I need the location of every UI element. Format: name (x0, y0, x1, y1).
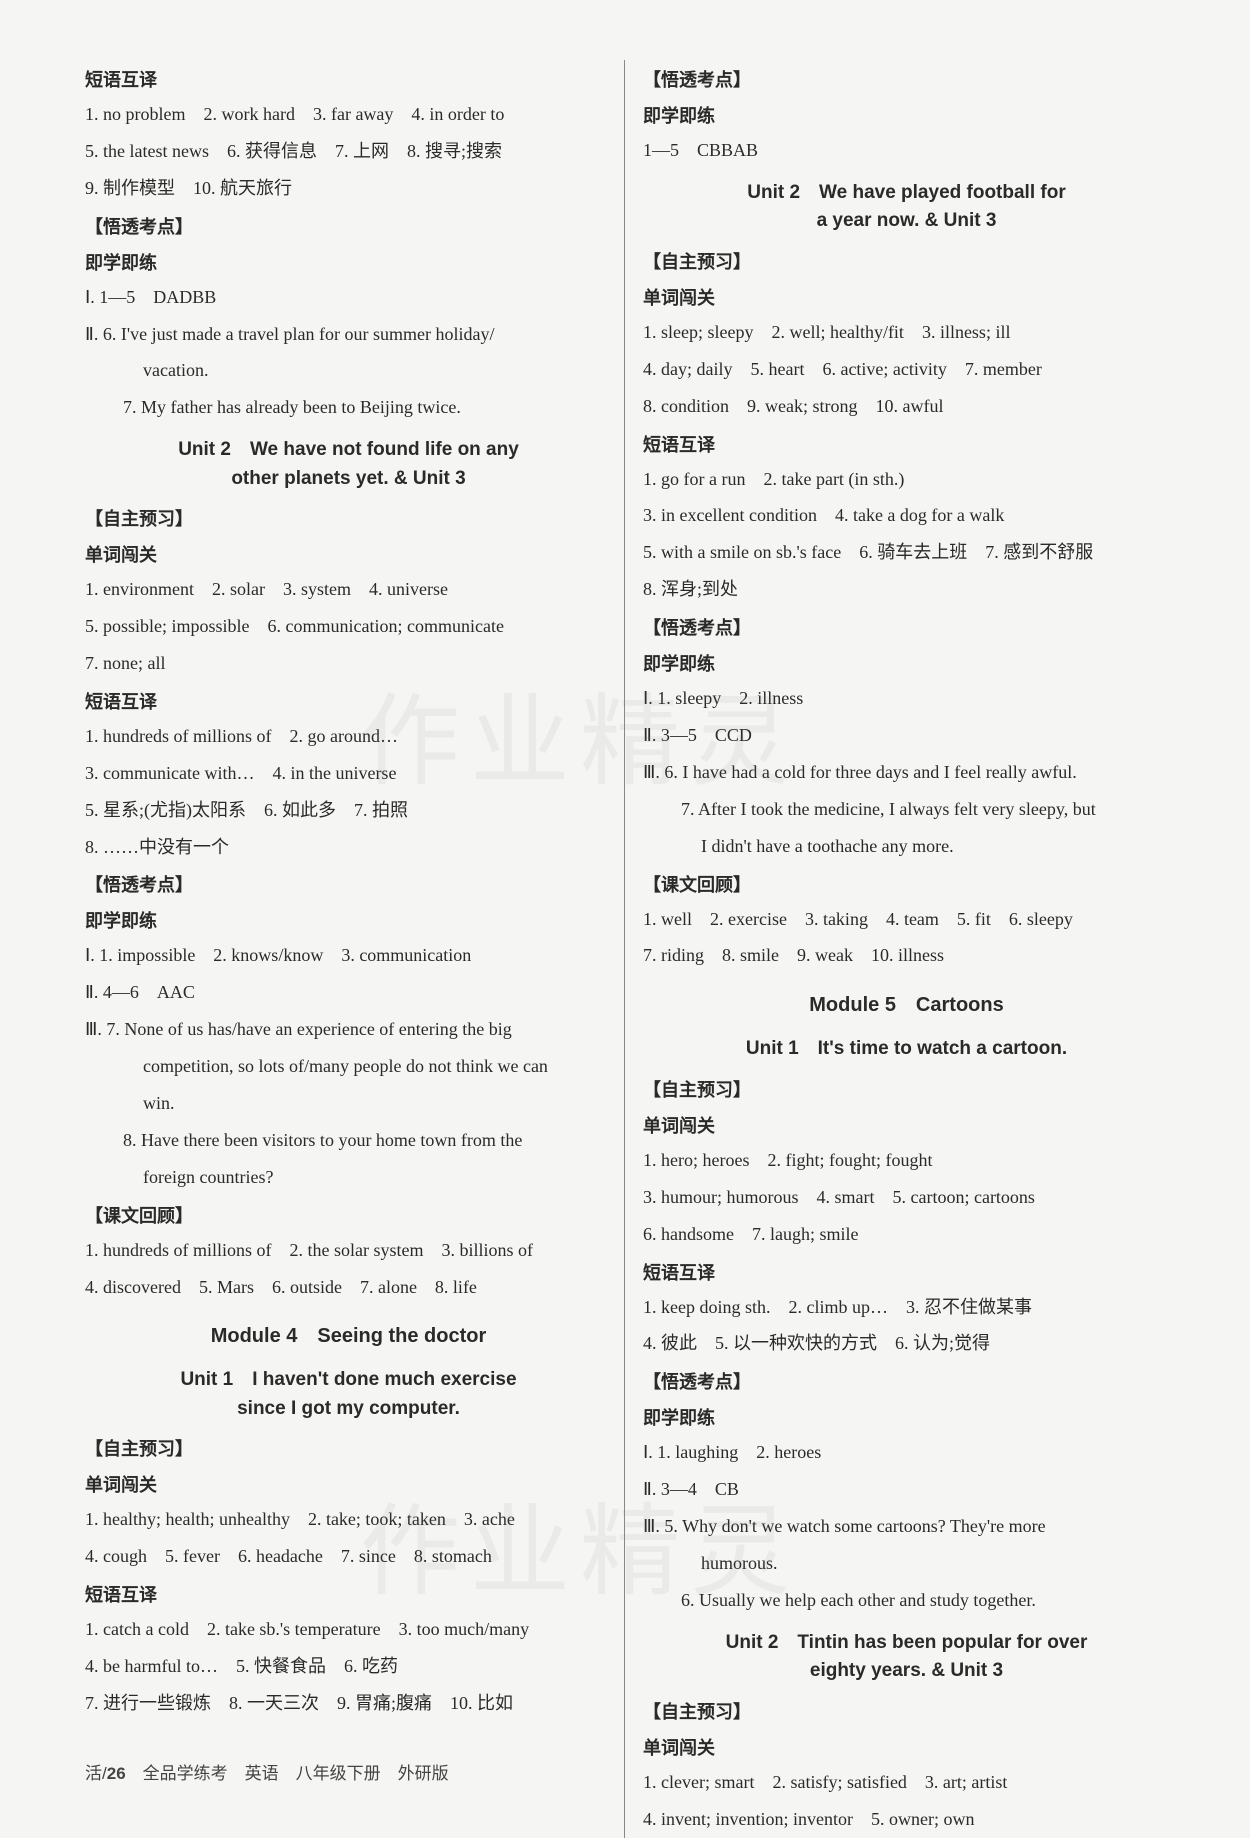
answer-line: 7. My father has already been to Beijing… (85, 389, 612, 426)
unit-title: Unit 1 I haven't done much exercise sinc… (85, 1366, 612, 1423)
answer-line: Ⅰ. 1—5 DADBB (85, 279, 612, 316)
section-header: 即学即练 (643, 650, 1170, 676)
answer-line: Ⅰ. 1. impossible 2. knows/know 3. commun… (85, 937, 612, 974)
answer-line: 4. 彼此 5. 以一种欢快的方式 6. 认为;觉得 (643, 1325, 1170, 1362)
unit-title: Unit 1 It's time to watch a cartoon. (643, 1035, 1170, 1064)
answer-line: vacation. (85, 352, 612, 389)
answer-line: Ⅱ. 6. I've just made a travel plan for o… (85, 316, 612, 353)
answer-line: 6. handsome 7. laugh; smile (643, 1216, 1170, 1253)
section-header: 【悟透考点】 (85, 871, 612, 897)
section-header: 【课文回顾】 (643, 871, 1170, 897)
answer-line: 3. in excellent condition 4. take a dog … (643, 497, 1170, 534)
answer-line: 4. cough 5. fever 6. headache 7. since 8… (85, 1538, 612, 1575)
answer-line: 5. 星系;(尤指)太阳系 6. 如此多 7. 拍照 (85, 792, 612, 829)
answer-line: 8. 浑身;到处 (643, 571, 1170, 608)
footer-suffix: 全品学练考 英语 八年级下册 外研版 (126, 1764, 449, 1783)
section-header: 短语互译 (85, 688, 612, 714)
answer-line: 5. with a smile on sb.'s face 6. 骑车去上班 7… (643, 534, 1170, 571)
answer-line: 6. Usually we help each other and study … (643, 1582, 1170, 1619)
answer-line: 5. possible; impossible 6. communication… (85, 608, 612, 645)
section-header: 【课文回顾】 (85, 1202, 612, 1228)
section-header: 单词闯关 (85, 541, 612, 567)
section-header: 单词闯关 (85, 1471, 612, 1497)
answer-line: 1. catch a cold 2. take sb.'s temperatur… (85, 1611, 612, 1648)
answer-line: Ⅲ. 7. None of us has/have an experience … (85, 1011, 612, 1048)
module-title: Module 4 Seeing the doctor (85, 1319, 612, 1348)
answer-line: Ⅰ. 1. sleepy 2. illness (643, 680, 1170, 717)
answer-line: Ⅲ. 5. Why don't we watch some cartoons? … (643, 1508, 1170, 1545)
answer-line: 1. sleep; sleepy 2. well; healthy/fit 3.… (643, 314, 1170, 351)
section-header: 单词闯关 (643, 1112, 1170, 1138)
section-header: 【自主预习】 (643, 1698, 1170, 1724)
answer-line: 3. humour; humorous 4. smart 5. cartoon;… (643, 1179, 1170, 1216)
answer-line: 1. go for a run 2. take part (in sth.) (643, 461, 1170, 498)
answer-line: foreign countries? (85, 1159, 612, 1196)
unit-title: Unit 2 We have not found life on any oth… (85, 436, 612, 493)
answer-line: 8. condition 9. weak; strong 10. awful (643, 388, 1170, 425)
answer-line: 4. be harmful to… 5. 快餐食品 6. 吃药 (85, 1648, 612, 1685)
answer-line: 7. After I took the medicine, I always f… (643, 791, 1170, 828)
unit-title: Unit 2 Tintin has been popular for over … (643, 1629, 1170, 1686)
section-header: 短语互译 (643, 431, 1170, 457)
answer-line: 7. riding 8. smile 9. weak 10. illness (643, 937, 1170, 974)
section-header: 即学即练 (85, 907, 612, 933)
answer-line: 1. environment 2. solar 3. system 4. uni… (85, 571, 612, 608)
answer-line: 4. discovered 5. Mars 6. outside 7. alon… (85, 1269, 612, 1306)
module-title: Module 5 Cartoons (643, 988, 1170, 1017)
answer-line: 1. well 2. exercise 3. taking 4. team 5.… (643, 901, 1170, 938)
answer-line: I didn't have a toothache any more. (643, 828, 1170, 865)
section-header: 即学即练 (643, 1404, 1170, 1430)
section-header: 短语互译 (643, 1259, 1170, 1285)
answer-line: humorous. (643, 1545, 1170, 1582)
answer-line: 1. healthy; health; unhealthy 2. take; t… (85, 1501, 612, 1538)
left-column: 短语互译 1. no problem 2. work hard 3. far a… (85, 60, 625, 1838)
answer-line: Ⅱ. 3—5 CCD (643, 717, 1170, 754)
section-header: 【悟透考点】 (643, 614, 1170, 640)
answer-line: competition, so lots of/many people do n… (85, 1048, 612, 1085)
footer-prefix: 活/ (85, 1764, 107, 1783)
answer-line: 7. 进行一些锻炼 8. 一天三次 9. 胃痛;腹痛 10. 比如 (85, 1685, 612, 1722)
answer-line: 8. Have there been visitors to your home… (85, 1122, 612, 1159)
section-header: 即学即练 (85, 249, 612, 275)
section-header: 短语互译 (85, 66, 612, 92)
answer-line: 1. hundreds of millions of 2. the solar … (85, 1232, 612, 1269)
answer-line: 5. the latest news 6. 获得信息 7. 上网 8. 搜寻;搜… (85, 133, 612, 170)
page-footer: 活/26 全品学练考 英语 八年级下册 外研版 (85, 1759, 449, 1784)
answer-line: 4. invent; invention; inventor 5. owner;… (643, 1801, 1170, 1838)
answer-line: 4. day; daily 5. heart 6. active; activi… (643, 351, 1170, 388)
page-content: 短语互译 1. no problem 2. work hard 3. far a… (85, 60, 1170, 1838)
answer-line: Ⅱ. 3—4 CB (643, 1471, 1170, 1508)
section-header: 【悟透考点】 (643, 1368, 1170, 1394)
section-header: 【自主预习】 (643, 248, 1170, 274)
answer-line: 3. communicate with… 4. in the universe (85, 755, 612, 792)
answer-line: Ⅱ. 4—6 AAC (85, 974, 612, 1011)
answer-line: 8. ……中没有一个 (85, 829, 612, 866)
page-number: 26 (107, 1764, 126, 1783)
answer-line: 1. keep doing sth. 2. climb up… 3. 忍不住做某… (643, 1289, 1170, 1326)
answer-line: 1. hundreds of millions of 2. go around… (85, 718, 612, 755)
answer-line: 1. no problem 2. work hard 3. far away 4… (85, 96, 612, 133)
section-header: 短语互译 (85, 1581, 612, 1607)
answer-line: 1. hero; heroes 2. fight; fought; fought (643, 1142, 1170, 1179)
answer-line: win. (85, 1085, 612, 1122)
answer-line: 7. none; all (85, 645, 612, 682)
answer-line: Ⅲ. 6. I have had a cold for three days a… (643, 754, 1170, 791)
section-header: 【悟透考点】 (85, 213, 612, 239)
section-header: 单词闯关 (643, 284, 1170, 310)
section-header: 即学即练 (643, 102, 1170, 128)
unit-title: Unit 2 We have played football for a yea… (643, 179, 1170, 236)
section-header: 【悟透考点】 (643, 66, 1170, 92)
right-column: 【悟透考点】 即学即练 1—5 CBBAB Unit 2 We have pla… (643, 60, 1170, 1838)
section-header: 【自主预习】 (643, 1076, 1170, 1102)
answer-line: 1—5 CBBAB (643, 132, 1170, 169)
answer-line: 9. 制作模型 10. 航天旅行 (85, 170, 612, 207)
section-header: 单词闯关 (643, 1734, 1170, 1760)
answer-line: Ⅰ. 1. laughing 2. heroes (643, 1434, 1170, 1471)
section-header: 【自主预习】 (85, 505, 612, 531)
section-header: 【自主预习】 (85, 1435, 612, 1461)
answer-line: 1. clever; smart 2. satisfy; satisfied 3… (643, 1764, 1170, 1801)
